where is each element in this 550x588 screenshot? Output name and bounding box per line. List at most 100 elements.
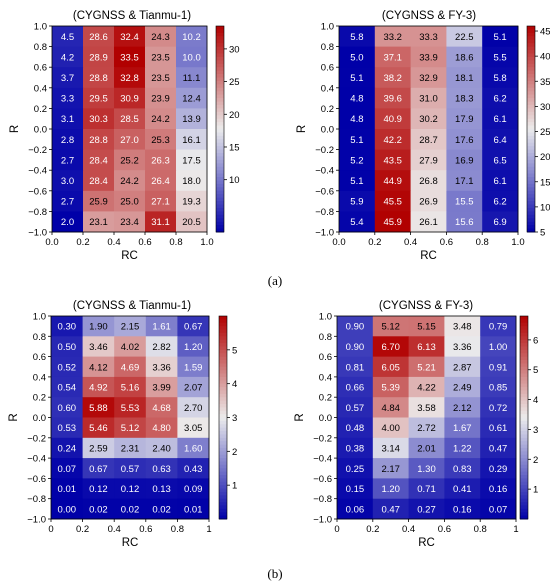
colorbar-segment: [219, 353, 227, 357]
cell-value-label: 32.8: [120, 73, 139, 84]
cell-value-label: 0.30: [58, 322, 77, 333]
x-tick-label: 0.6: [440, 237, 453, 248]
colorbar-segment: [527, 108, 535, 112]
cell-value-label: 4.92: [89, 383, 108, 394]
cell-value-label: 3.36: [152, 362, 171, 373]
colorbar-segment: [219, 323, 227, 327]
cell-value-label: 1.90: [89, 322, 108, 333]
cell-value-label: 3.46: [89, 342, 108, 353]
cell-value-label: 26.1: [419, 217, 438, 228]
colorbar-segment: [216, 81, 224, 85]
x-tick-label: 0.0: [332, 237, 345, 248]
chart-title: (CYGNSS & FY-3): [379, 300, 473, 312]
colorbar-segment: [527, 84, 535, 88]
colorbar-segment: [219, 421, 227, 425]
colorbar-segment: [527, 122, 535, 126]
cell-value-label: 17.5: [182, 155, 201, 166]
colorbar-segment: [219, 370, 227, 374]
y-tick-label: −1.0: [27, 515, 46, 526]
colorbar-segment: [219, 319, 227, 323]
cell-value-label: 39.6: [383, 94, 402, 105]
cell-value-label: 5.1: [493, 32, 506, 43]
colorbar-segment: [219, 390, 227, 394]
colorbar-tick-label: 40: [540, 52, 550, 63]
colorbar-segment: [216, 205, 224, 209]
colorbar-segment: [219, 461, 227, 465]
colorbar-segment: [216, 156, 224, 160]
colorbar-segment: [520, 431, 528, 435]
colorbar-segment: [216, 112, 224, 116]
colorbar-segment: [219, 414, 227, 418]
colorbar-segment: [216, 198, 224, 202]
x-tick-label: 0.8: [169, 237, 182, 248]
colorbar: 51015202530354045: [527, 26, 550, 239]
x-tick-label: 0.8: [476, 237, 489, 248]
cell-value-label: 19.3: [182, 197, 201, 208]
cell-value-label: 26.3: [151, 155, 170, 166]
colorbar-segment: [216, 78, 224, 82]
x-tick-label: 0.2: [76, 237, 89, 248]
cell-value-label: 1.30: [417, 464, 436, 475]
colorbar-segment: [216, 181, 224, 185]
colorbar-segment: [216, 143, 224, 147]
colorbar-segment: [216, 108, 224, 112]
colorbar-segment: [520, 475, 528, 479]
cell-value-label: 24.2: [151, 114, 170, 125]
colorbar-segment: [527, 60, 535, 64]
cell-value-label: 0.00: [58, 504, 77, 515]
colorbar-segment: [527, 57, 535, 61]
cell-value-label: 2.87: [453, 362, 472, 373]
cell-value-label: 45.5: [383, 197, 402, 208]
cell-value-label: 25.3: [151, 135, 170, 146]
colorbar-segment: [219, 401, 227, 405]
y-tick-label: 1.0: [34, 22, 47, 33]
colorbar-segment: [219, 407, 227, 411]
colorbar-tick-label: 10: [540, 202, 550, 213]
colorbar-segment: [520, 377, 528, 381]
colorbar-segment: [219, 367, 227, 371]
cell-value-label: 1.20: [184, 342, 203, 353]
colorbar-segment: [216, 191, 224, 195]
cell-value-label: 30.2: [419, 114, 438, 125]
cell-value-label: 6.70: [381, 342, 400, 353]
cell-value-label: 1.22: [453, 443, 472, 454]
cell-value-label: 4.80: [152, 423, 171, 434]
cell-value-label: 4.8: [350, 94, 363, 105]
colorbar-segment: [216, 47, 224, 51]
colorbar-segment: [520, 387, 528, 391]
x-tick-label: 0.2: [366, 524, 379, 535]
y-tick-label: 1.0: [319, 312, 332, 323]
colorbar-segment: [527, 201, 535, 205]
cell-value-label: 5.5: [493, 52, 506, 63]
colorbar-segment: [219, 387, 227, 391]
cell-value-label: 22.5: [455, 32, 474, 43]
cell-value-label: 44.9: [383, 176, 402, 187]
cell-value-label: 0.02: [152, 504, 171, 515]
colorbar-segment: [216, 115, 224, 119]
cell-value-label: 3.58: [417, 403, 436, 414]
cell-value-label: 0.02: [89, 504, 108, 515]
colorbar-segment: [216, 132, 224, 136]
cell-value-label: 0.15: [346, 484, 365, 495]
colorbar: 12345: [219, 316, 237, 520]
cell-value-label: 5.88: [89, 403, 108, 414]
colorbar-segment: [520, 421, 528, 425]
y-tick-label: −0.4: [313, 454, 332, 465]
colorbar-segment: [216, 215, 224, 219]
cell-value-label: 23.1: [89, 217, 108, 228]
cell-value-label: 20.5: [182, 217, 201, 228]
y-tick-label: 0.4: [34, 83, 47, 94]
colorbar-segment: [527, 136, 535, 140]
colorbar-segment: [216, 105, 224, 109]
y-tick-label: −0.2: [28, 145, 47, 156]
cell-value-label: 0.38: [346, 443, 365, 454]
cell-value-label: 5.8: [493, 73, 506, 84]
colorbar-segment: [219, 441, 227, 445]
y-tick-label: −0.6: [315, 186, 334, 197]
heatmap-panel-1: (CYGNSS & Tianmu-1)4.5 28.6 32.4 24.3 10.24.…: [9, 10, 240, 262]
colorbar-segment: [216, 136, 224, 140]
y-tick-label: −0.4: [28, 166, 47, 177]
cell-value-label: 1.00: [489, 342, 508, 353]
colorbar-segment: [219, 404, 227, 408]
cell-value-label: 25.9: [89, 197, 108, 208]
